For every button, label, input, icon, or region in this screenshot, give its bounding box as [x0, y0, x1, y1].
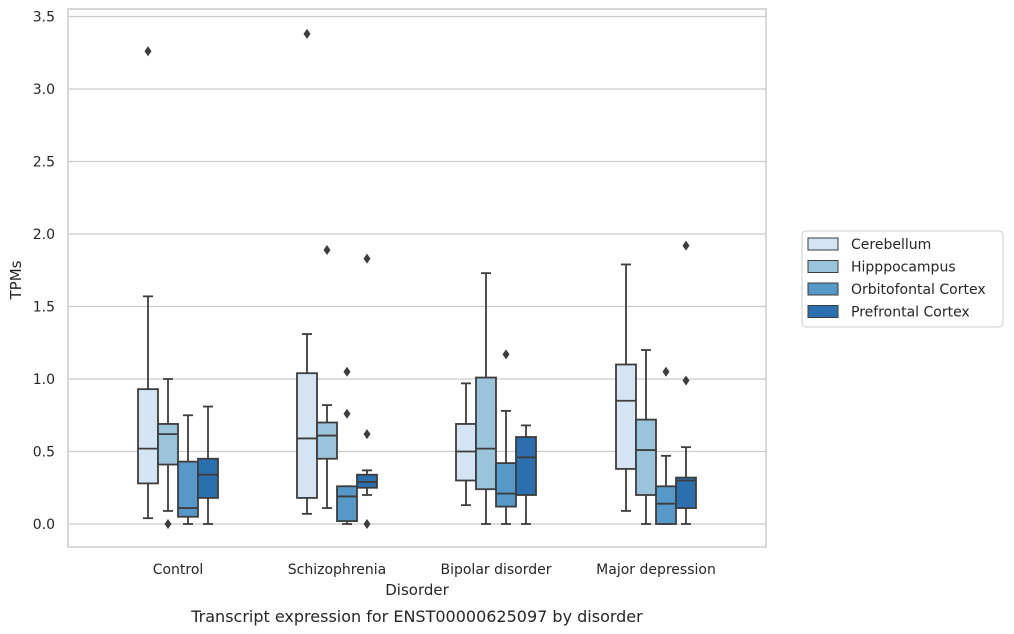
y-tick-label: 0.0: [33, 517, 55, 533]
y-tick-label: 2.5: [33, 155, 55, 171]
box-iqr: [515, 436, 537, 496]
box-orbitofontal-cortex: [495, 349, 517, 525]
grid-lines: [68, 15, 766, 525]
y-tick-label: 0.5: [33, 445, 55, 461]
legend-swatch: [807, 305, 839, 318]
legend-label: Cerebellum: [851, 237, 931, 253]
plot-frame: [67, 8, 767, 548]
outlier-point: [343, 408, 351, 419]
box-prefrontal-cortex: [197, 405, 219, 525]
box-iqr: [157, 423, 179, 466]
legend-swatch: [807, 237, 839, 251]
box-iqr: [316, 421, 338, 460]
outlier-point: [363, 519, 371, 529]
y-axis-title: TPMs: [7, 260, 25, 300]
box-prefrontal-cortex: [356, 253, 378, 529]
legend-swatch: [807, 282, 839, 296]
outlier-point: [502, 349, 510, 360]
box-iqr: [495, 462, 517, 508]
box-iqr: [475, 376, 497, 491]
x-tick-label: Major depression: [596, 562, 716, 578]
legend-swatch: [807, 260, 839, 273]
legend-frame: [801, 230, 1004, 328]
outlier-point: [323, 244, 331, 255]
x-tick-label: Control: [153, 562, 204, 578]
legend-label: Prefrontal Cortex: [851, 305, 970, 321]
y-tick-label: 3.0: [33, 82, 55, 98]
outlier-point: [363, 429, 371, 440]
box-iqr: [635, 418, 657, 496]
box-hipppocampus: [316, 244, 338, 509]
box-cerebellum: [296, 28, 318, 515]
y-tick-label: 1.5: [33, 300, 55, 316]
outlier-point: [164, 519, 172, 529]
x-tick-label: Schizophrenia: [288, 562, 386, 578]
box-prefrontal-cortex: [675, 240, 697, 525]
box-iqr: [137, 388, 159, 485]
box-iqr: [336, 485, 358, 522]
y-tick-label: 1.0: [33, 372, 55, 388]
outlier-point: [303, 28, 311, 39]
box-cerebellum: [455, 382, 477, 507]
box-orbitofontal-cortex: [655, 366, 677, 525]
box-iqr: [615, 363, 637, 470]
outlier-point: [682, 375, 690, 386]
boxes-layer: [137, 28, 697, 529]
box-orbitofontal-cortex: [336, 366, 358, 525]
box-hipppocampus: [635, 349, 657, 525]
legend-label: Orbitofontal Cortex: [851, 282, 986, 298]
y-tick-label: 2.0: [33, 227, 55, 243]
box-prefrontal-cortex: [515, 424, 537, 525]
y-tick-label: 3.5: [33, 10, 55, 26]
chart-caption: Transcript expression for ENST0000062509…: [190, 607, 643, 626]
box-cerebellum: [137, 46, 159, 520]
box-iqr: [675, 476, 697, 509]
outlier-point: [363, 253, 371, 264]
outlier-point: [343, 366, 351, 377]
box-iqr: [296, 372, 318, 499]
box-cerebellum: [615, 263, 637, 512]
y-tick-labels: 0.0 0.5 1.0 1.5 2.0 2.5 3.0 3.5: [33, 10, 55, 534]
box-orbitofontal-cortex: [177, 414, 199, 525]
outlier-point: [144, 46, 152, 57]
box-hipppocampus: [475, 272, 497, 525]
outlier-point: [662, 366, 670, 377]
box-iqr: [655, 485, 677, 525]
legend: Cerebellum Hipppocampus Orbitofontal Corte…: [801, 230, 1004, 328]
box-hipppocampus: [157, 378, 179, 529]
box-iqr: [197, 457, 219, 499]
x-tick-label: Bipolar disorder: [440, 562, 551, 578]
legend-label: Hipppocampus: [851, 260, 956, 276]
x-tick-labels: Control Schizophrenia Bipolar disorder Majo…: [153, 562, 716, 578]
outlier-point: [682, 240, 690, 251]
x-axis-title: Disorder: [385, 581, 449, 599]
